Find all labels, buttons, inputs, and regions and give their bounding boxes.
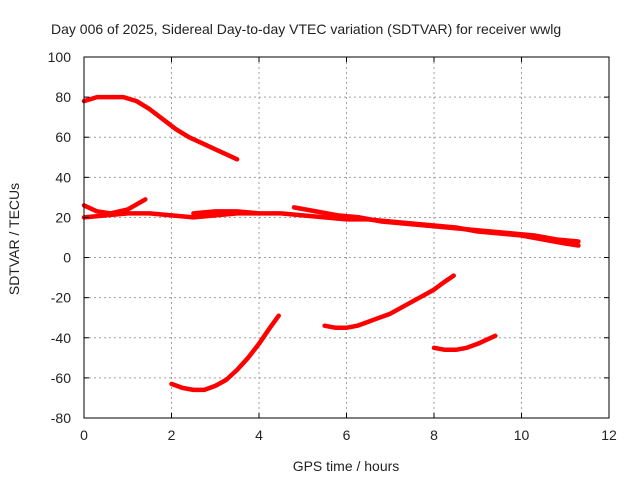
series-arc-low-2 bbox=[322, 273, 456, 331]
y-tick-label: 20 bbox=[55, 209, 71, 225]
x-tick-label: 10 bbox=[514, 427, 530, 443]
y-tick-label: -40 bbox=[51, 330, 71, 346]
x-tick-label: 8 bbox=[430, 427, 438, 443]
x-tick-label: 0 bbox=[80, 427, 88, 443]
chart-title: Day 006 of 2025, Sidereal Day-to-day VTE… bbox=[51, 21, 561, 37]
x-tick-label: 6 bbox=[343, 427, 351, 443]
series-layer bbox=[81, 94, 581, 393]
series-arc-band-c bbox=[191, 209, 262, 216]
y-tick-label: 0 bbox=[63, 250, 71, 266]
series-arc-upper bbox=[81, 94, 240, 162]
x-tick-label: 12 bbox=[601, 427, 617, 443]
x-tick-label: 2 bbox=[168, 427, 176, 443]
x-tick-label: 4 bbox=[255, 427, 263, 443]
y-tick-label: 60 bbox=[55, 129, 71, 145]
y-axis-label: SDTVAR / TECUs bbox=[6, 183, 22, 295]
series-arc-low-1 bbox=[169, 313, 281, 393]
series-arc-band-b bbox=[81, 211, 581, 248]
y-tick-label: 40 bbox=[55, 169, 71, 185]
y-tick-label: -20 bbox=[51, 290, 71, 306]
tick-layer: 0 2 4 6 8 10 12 -80 -60 -40 -20 0 20 40 60 80 100 bbox=[48, 49, 617, 443]
y-tick-label: -60 bbox=[51, 370, 71, 386]
y-tick-label: 80 bbox=[55, 89, 71, 105]
x-axis-label: GPS time / hours bbox=[293, 458, 400, 474]
y-tick-label: 100 bbox=[48, 49, 72, 65]
series-arc-low-3 bbox=[431, 333, 498, 353]
y-tick-label: -80 bbox=[51, 410, 71, 426]
series-arc-band-d bbox=[291, 205, 581, 244]
